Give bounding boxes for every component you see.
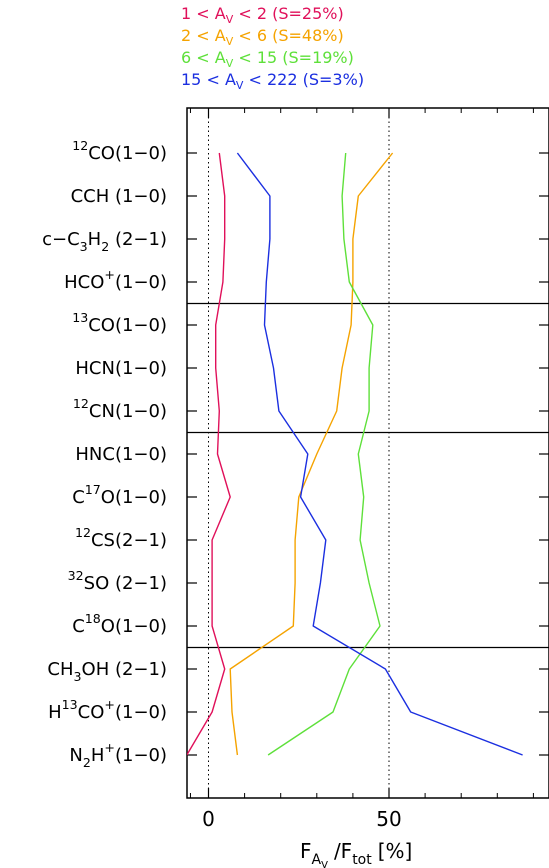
x-tick-label: 0 xyxy=(202,807,215,831)
x-tick-label: 50 xyxy=(376,807,401,831)
legend: 1 < AV < 2 (S=25%)2 < AV < 6 (S=48%)6 < … xyxy=(181,4,364,92)
legend-entry-3: 6 < AV < 15 (S=19%) xyxy=(181,48,354,70)
category-label: HNC(1−0) xyxy=(75,444,167,465)
category-label: C18O(1−0) xyxy=(72,611,167,637)
category-label: 12CS(2−1) xyxy=(75,525,167,551)
series-lines xyxy=(187,152,523,756)
series-line-4 xyxy=(236,152,523,756)
category-label: HCO+(1−0) xyxy=(64,267,167,293)
category-label: 12CO(1−0) xyxy=(72,138,167,164)
category-label: 13CO(1−0) xyxy=(72,310,167,336)
series-line-2 xyxy=(229,152,394,756)
category-label: C17O(1−0) xyxy=(72,482,167,508)
series-line-3 xyxy=(267,152,381,756)
y-tick-labels: 12CO(1−0) CCH (1−0) c−C3H2 (2−1) HCO+(1−0) 1… xyxy=(42,138,167,770)
x-axis-title: FAV/Ftot [%] xyxy=(300,839,412,868)
category-label: c−C3H2 (2−1) xyxy=(42,229,167,254)
legend-entry-1: 1 < AV < 2 (S=25%) xyxy=(181,4,344,26)
legend-entry-2: 2 < AV < 6 (S=48%) xyxy=(181,26,344,48)
category-label: N2H+(1−0) xyxy=(69,740,167,770)
series-line-1 xyxy=(187,152,231,756)
category-label: HCN(1−0) xyxy=(75,358,167,379)
x-axis: 0 50 FAV/Ftot [%] xyxy=(202,807,412,868)
category-label: CH3OH (2−1) xyxy=(47,659,167,684)
plot-frame xyxy=(186,107,549,799)
category-label: 32SO (2−1) xyxy=(68,568,167,594)
legend-entry-4: 15 < AV < 222 (S=3%) xyxy=(181,70,364,92)
category-label: H13CO+(1−0) xyxy=(48,697,167,723)
plot-area xyxy=(186,107,549,799)
category-label: 12CN(1−0) xyxy=(73,396,167,422)
category-label: CCH (1−0) xyxy=(71,186,167,207)
